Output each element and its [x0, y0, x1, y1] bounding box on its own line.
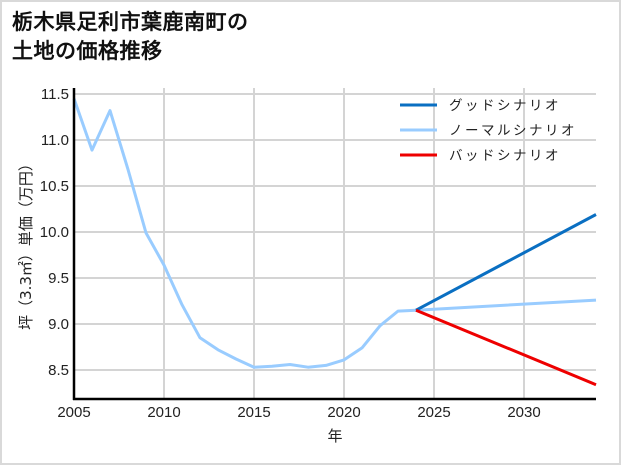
series-line — [415, 213, 597, 312]
chart-title-line2: 土地の価格推移 — [12, 39, 163, 63]
x-axis-label: 年 — [327, 427, 342, 445]
x-tick-label: 2030 — [507, 404, 540, 421]
legend-label: ノーマルシナリオ — [449, 123, 577, 139]
chart-title: 栃木県足利市葉鹿南町の 土地の価格推移 — [12, 8, 249, 66]
x-tick-label: 2005 — [57, 404, 90, 421]
y-tick-label: 11.0 — [41, 132, 69, 149]
y-tick-label: 9.5 — [48, 270, 69, 287]
chart-title-line1: 栃木県足利市葉鹿南町の — [12, 10, 249, 34]
y-tick-label: 11.5 — [41, 86, 69, 103]
legend-label: グッドシナリオ — [449, 98, 561, 114]
x-tick-label: 2025 — [417, 404, 450, 421]
y-tick-label: 10.5 — [40, 178, 69, 195]
data-lines — [72, 98, 597, 387]
tick-labels: 8.5 9.0 9.5 10.0 10.5 11.0 11.5 2005 2010 2015 202… — [40, 86, 541, 421]
y-tick-label: 9.0 — [48, 316, 69, 333]
legend-item: グッドシナリオ — [400, 98, 561, 114]
axes — [72, 88, 596, 401]
series-line — [72, 98, 597, 369]
y-axis-label: 坪（3.3㎡）単価（万円） — [17, 156, 35, 330]
legend-label: バッドシナリオ — [449, 148, 561, 164]
x-tick-label: 2015 — [237, 404, 270, 421]
y-tick-label: 8.5 — [48, 362, 69, 379]
legend-item: バッドシナリオ — [400, 148, 561, 164]
x-tick-label: 2010 — [147, 404, 180, 421]
x-tick-label: 2020 — [327, 404, 360, 421]
grid-lines — [74, 88, 596, 399]
series-line — [415, 308, 597, 387]
legend-item: ノーマルシナリオ — [400, 123, 577, 139]
y-tick-label: 10.0 — [40, 224, 69, 241]
